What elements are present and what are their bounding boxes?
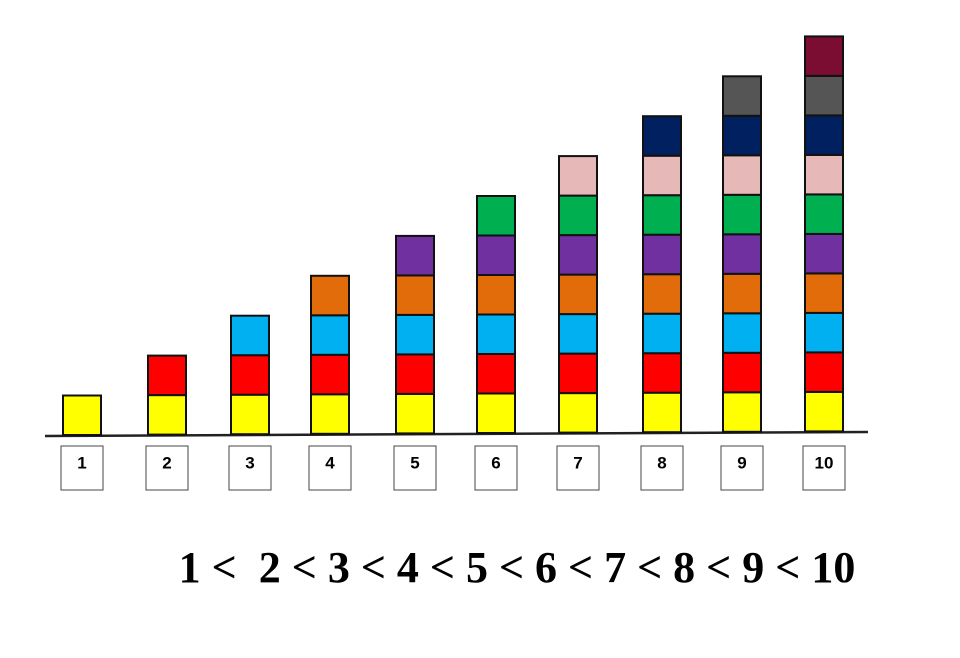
- block: [722, 154, 762, 196]
- column-label: 6: [491, 453, 500, 472]
- block: [230, 354, 270, 396]
- label-box: [308, 445, 352, 491]
- block: [476, 195, 516, 237]
- block: [395, 274, 435, 316]
- block: [642, 352, 682, 394]
- block: [804, 74, 844, 117]
- label-box: [145, 445, 189, 491]
- column-label: 10: [815, 453, 834, 472]
- block: [476, 274, 516, 316]
- block: [642, 115, 682, 157]
- label-box: [640, 445, 684, 491]
- block: [804, 351, 844, 393]
- block: [395, 313, 435, 356]
- block: [558, 352, 598, 395]
- block-column: [147, 354, 187, 436]
- block-column: [230, 314, 270, 436]
- block: [804, 153, 844, 196]
- block: [722, 233, 762, 275]
- column-label: 7: [573, 453, 582, 472]
- block: [722, 351, 762, 394]
- block: [722, 272, 762, 315]
- block: [558, 392, 598, 434]
- block: [310, 393, 350, 435]
- label-box: [556, 445, 600, 491]
- block: [642, 312, 682, 355]
- block: [804, 232, 844, 275]
- block: [230, 314, 270, 357]
- label-box: [474, 445, 518, 491]
- block: [476, 353, 516, 395]
- block: [642, 233, 682, 276]
- block-column: [722, 75, 762, 433]
- label-box: [720, 445, 764, 491]
- column-label: 4: [325, 453, 335, 472]
- block: [642, 154, 682, 197]
- block: [804, 311, 844, 354]
- column-label: 5: [410, 453, 419, 472]
- block-column: [476, 195, 516, 434]
- column-label: 2: [162, 453, 171, 472]
- block: [395, 392, 435, 435]
- block: [558, 155, 598, 197]
- block: [804, 35, 844, 77]
- block: [230, 393, 270, 436]
- block: [310, 353, 350, 396]
- block: [558, 194, 598, 237]
- block: [476, 234, 516, 276]
- block-column: [62, 394, 102, 436]
- block: [722, 391, 762, 433]
- block: [804, 272, 844, 314]
- block: [558, 273, 598, 316]
- column-label: 1: [77, 453, 86, 472]
- block: [642, 194, 682, 236]
- block-column: [642, 115, 682, 434]
- column-label: 3: [245, 453, 254, 472]
- column-label: 8: [657, 453, 666, 472]
- block: [558, 313, 598, 355]
- block: [310, 314, 350, 356]
- block: [722, 75, 762, 117]
- block: [476, 392, 516, 434]
- label-box: [228, 445, 272, 491]
- block-column: [558, 155, 598, 434]
- label-box: [393, 445, 437, 491]
- block: [310, 274, 350, 317]
- block: [722, 114, 762, 157]
- block-column: [395, 234, 435, 435]
- comparison: 1 < 2 < 3 < 4 < 5 < 6 < 7 < 8 < 9 < 10: [179, 543, 856, 592]
- block-column: [310, 274, 350, 435]
- block: [804, 390, 844, 433]
- block: [395, 353, 435, 395]
- block: [147, 354, 187, 397]
- block: [558, 234, 598, 276]
- block: [642, 391, 682, 434]
- block: [147, 394, 187, 436]
- label-box: [60, 445, 104, 491]
- block: [642, 273, 682, 315]
- block: [804, 193, 844, 235]
- block: [722, 312, 762, 354]
- block: [722, 193, 762, 236]
- column-label: 9: [737, 453, 746, 472]
- block: [395, 234, 435, 277]
- block: [476, 313, 516, 355]
- label-box: [802, 445, 846, 491]
- block-column: [804, 35, 844, 433]
- block: [62, 394, 102, 436]
- block: [804, 114, 844, 156]
